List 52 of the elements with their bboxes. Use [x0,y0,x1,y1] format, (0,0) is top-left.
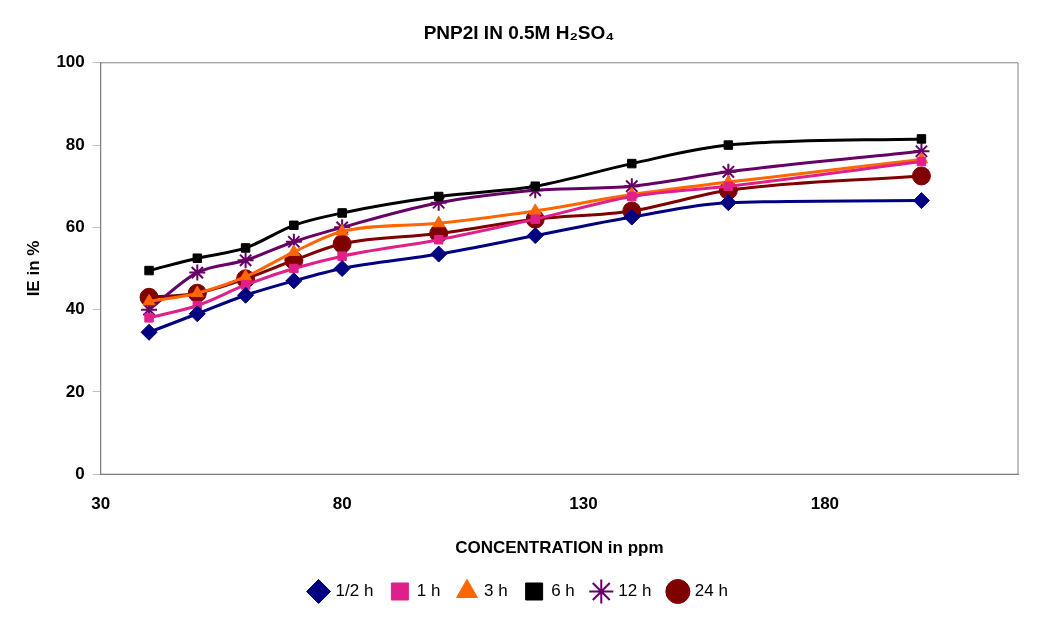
point [430,245,448,263]
point [433,191,444,202]
point [144,313,154,323]
x-tick-label: 180 [810,494,840,514]
point [627,191,637,202]
point [337,251,347,261]
x-tick-label: 80 [332,494,352,514]
y-tick-label: 0 [75,463,85,483]
point [333,260,351,277]
y-tick-label: 60 [65,217,85,237]
legend-label: 1 h [416,581,441,601]
point [337,208,347,218]
chart-title: PNP2I IN 0.5M H₂SO₄ [423,21,615,43]
point [911,166,931,186]
x-axis-title: CONCENTRATION in ppm [455,538,664,558]
legend-label: 24 h [694,581,728,601]
point [140,323,158,341]
point [335,223,349,236]
y-axis-title: IE in % [23,240,43,297]
y-tick-label: 20 [65,381,85,401]
y-tick-label: 80 [65,134,85,154]
point [432,215,446,228]
point [192,253,203,263]
point [719,162,738,181]
point [289,220,299,231]
point [289,263,299,274]
legend-label: 3 h [484,581,508,601]
y-tick-label: 100 [56,52,85,72]
point [916,134,927,144]
legend-label: 12 h [618,581,652,601]
point [528,203,542,215]
point [916,156,927,167]
point [623,208,641,226]
legend-label: 1/2 h [335,581,374,601]
point [240,243,251,253]
x-tick-label: 30 [91,494,111,514]
point [912,192,930,210]
legend-label: 6 h [551,581,575,601]
x-tick-label: 130 [569,494,598,514]
point [723,140,734,150]
point [236,251,255,270]
point [287,244,301,257]
point [719,194,737,212]
y-tick-label: 40 [65,299,85,319]
point [188,263,207,282]
point [237,286,255,304]
point [526,227,544,245]
point [285,272,303,290]
point [530,181,540,191]
point [188,305,206,323]
point [627,158,637,169]
point [144,265,154,276]
